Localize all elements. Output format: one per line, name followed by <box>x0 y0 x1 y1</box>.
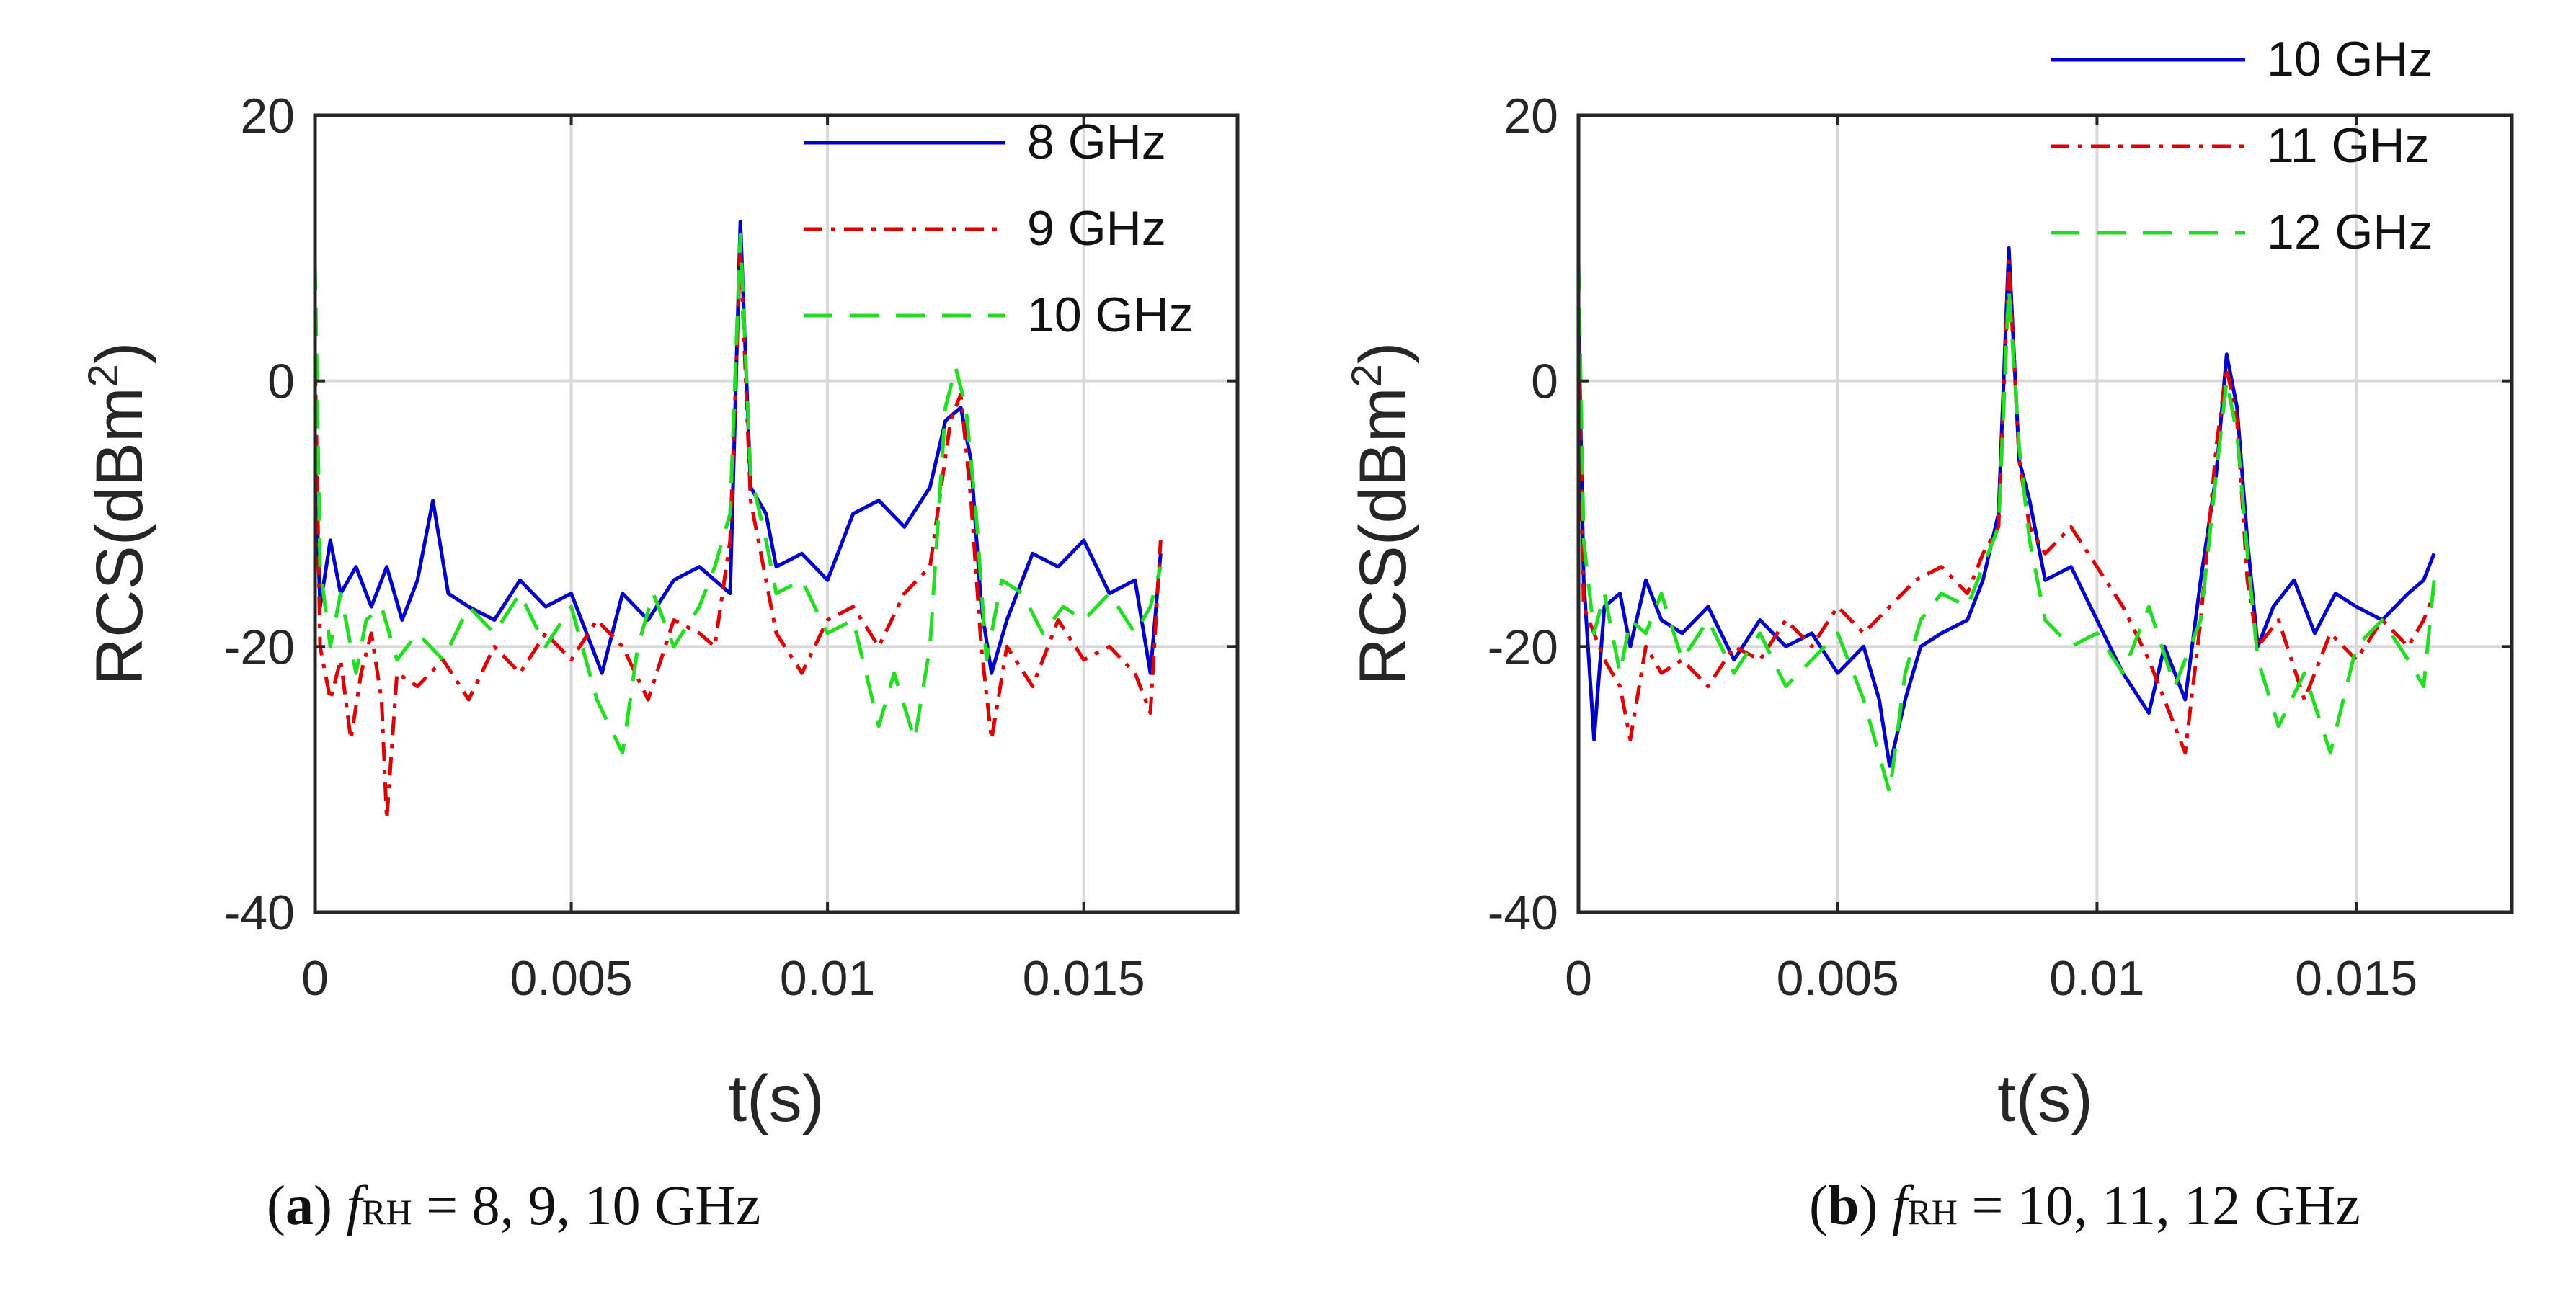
caption-a-text: = 8, 9, 10 GHz <box>412 1174 761 1236</box>
x-tick-label: 0.015 <box>2295 951 2417 1006</box>
x-tick-label: 0.005 <box>1777 951 1899 1006</box>
y-axis-label: RCS(dBm2) <box>80 342 156 686</box>
x-tick-label: 0.015 <box>1023 951 1145 1006</box>
legend-label: 10 GHz <box>2267 32 2433 86</box>
x-tick-label: 0.005 <box>510 951 632 1006</box>
legend-label: 11 GHz <box>2267 118 2429 173</box>
y-tick-label: 0 <box>267 354 295 409</box>
y-tick-label: 20 <box>240 89 295 143</box>
series-line-10ghz <box>1576 246 2436 768</box>
y-tick-label: -20 <box>224 620 295 674</box>
series-line-10ghz <box>313 233 1163 755</box>
caption-b-symbol: f <box>1891 1174 1908 1236</box>
legend-label: 10 GHz <box>1027 287 1194 342</box>
legend-b: 10 GHz 11 GHz 12 GHz <box>2051 32 2433 259</box>
x-tick-label: 0.01 <box>780 951 875 1006</box>
x-axis-label: t(s) <box>1997 1062 2093 1136</box>
caption-b-text: = 10, 11, 12 GHz <box>1958 1174 2360 1236</box>
y-tick-label: 0 <box>1531 354 1558 409</box>
caption-b-label: b <box>1827 1174 1860 1236</box>
y-tick-label: -40 <box>224 886 295 940</box>
x-tick-label: 0 <box>301 951 329 1006</box>
x-tick-label: 0 <box>1565 951 1592 1006</box>
chart-panel-b: 0 0.005 0.01 0.015 -40 -20 0 20 t(s) RCS(dBm2) 10 … <box>1343 32 2514 1136</box>
x-axis-label: t(s) <box>729 1062 825 1136</box>
x-tick-label: 0.01 <box>2049 951 2144 1006</box>
series-line-12ghz <box>1576 261 2436 795</box>
y-tick-label: -40 <box>1488 886 1558 940</box>
caption-a: (a) fRH = 8, 9, 10 GHz <box>267 1174 761 1236</box>
plot-frame <box>1576 113 2514 914</box>
caption-a-subscript: RH <box>362 1192 412 1232</box>
plot-frame <box>313 113 1240 914</box>
caption-a-symbol: f <box>346 1174 363 1236</box>
series-line-9ghz <box>313 246 1163 821</box>
caption-a-label: a <box>285 1174 314 1236</box>
series-line-8ghz <box>313 220 1163 675</box>
legend-label: 12 GHz <box>2267 205 2433 259</box>
legend-a: 8 GHz 9 GHz 10 GHz <box>804 115 1194 342</box>
legend-label: 9 GHz <box>1027 201 1166 256</box>
caption-b: (b) fRH = 10, 11, 12 GHz <box>1809 1174 2360 1236</box>
y-axis-label: RCS(dBm2) <box>1343 342 1420 686</box>
y-tick-label: 20 <box>1504 89 1558 143</box>
chart-panel-a: 0 0.005 0.01 0.015 -40 -20 0 20 t(s) RCS(dBm2) 8 G… <box>80 89 1240 1136</box>
y-tick-label: -20 <box>1488 620 1558 674</box>
caption-b-subscript: RH <box>1907 1192 1958 1232</box>
legend-label: 8 GHz <box>1027 115 1166 169</box>
